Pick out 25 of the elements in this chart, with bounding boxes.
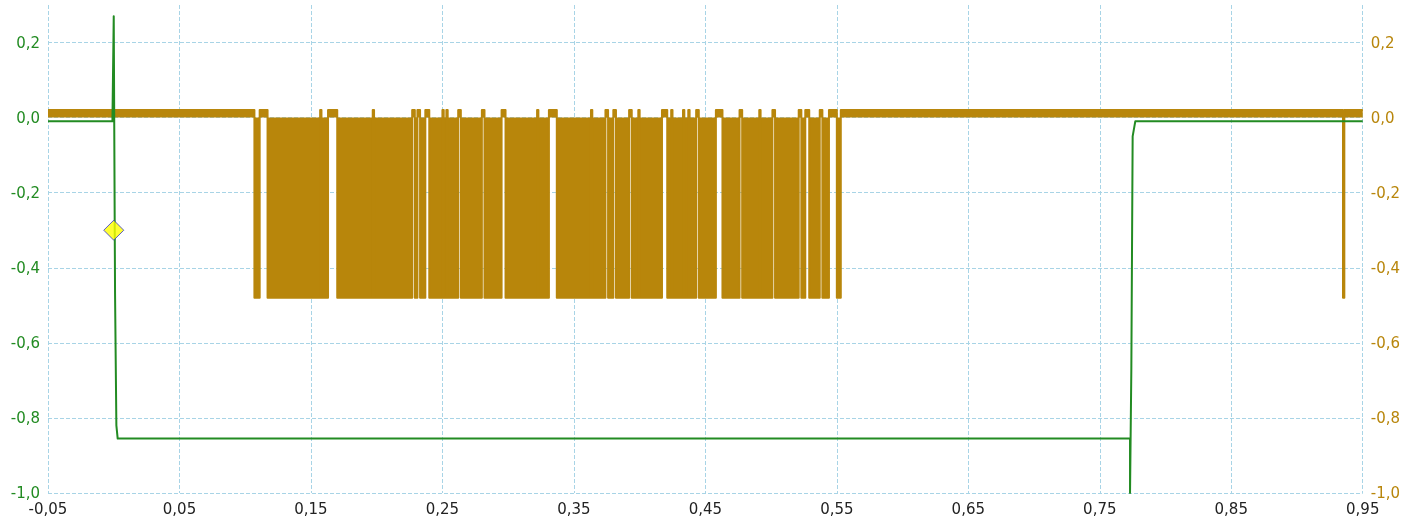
y-tick-label: -0,8	[10, 408, 40, 427]
y2-tick-label: -1,0	[1370, 484, 1401, 502]
x-tick-label: 0,35	[557, 499, 591, 518]
y2-tick-label: -0,8	[1370, 408, 1401, 427]
x-tick-label: 0,15	[294, 499, 328, 518]
x-tick-label: 0,65	[951, 499, 986, 518]
y-tick-label: -0,6	[10, 333, 40, 352]
y2-tick-label: -0,6	[1370, 333, 1401, 352]
y-tick-label: 0,2	[16, 33, 40, 52]
x-tick-label: 0,95	[1346, 499, 1380, 518]
y-tick-label: 0,0	[16, 108, 40, 127]
y2-tick-label: -0,4	[1370, 258, 1401, 277]
y2-tick-label: 0,2	[1370, 33, 1395, 52]
x-tick-label: 0,05	[162, 499, 197, 518]
x-tick-label: -0,05	[28, 499, 68, 518]
x-tick-label: 0,45	[688, 499, 723, 518]
y-tick-label: -0,4	[10, 258, 40, 277]
x-tick-label: 0,55	[820, 499, 854, 518]
x-tick-label: 0,75	[1083, 499, 1117, 518]
y2-tick-label: -0,2	[1370, 183, 1401, 202]
x-tick-label: 0,85	[1214, 499, 1248, 518]
x-tick-label: 0,25	[425, 499, 460, 518]
y2-tick-label: 0,0	[1370, 108, 1395, 127]
y-tick-label: -0,2	[10, 183, 40, 202]
y-tick-label: -1,0	[10, 484, 40, 502]
